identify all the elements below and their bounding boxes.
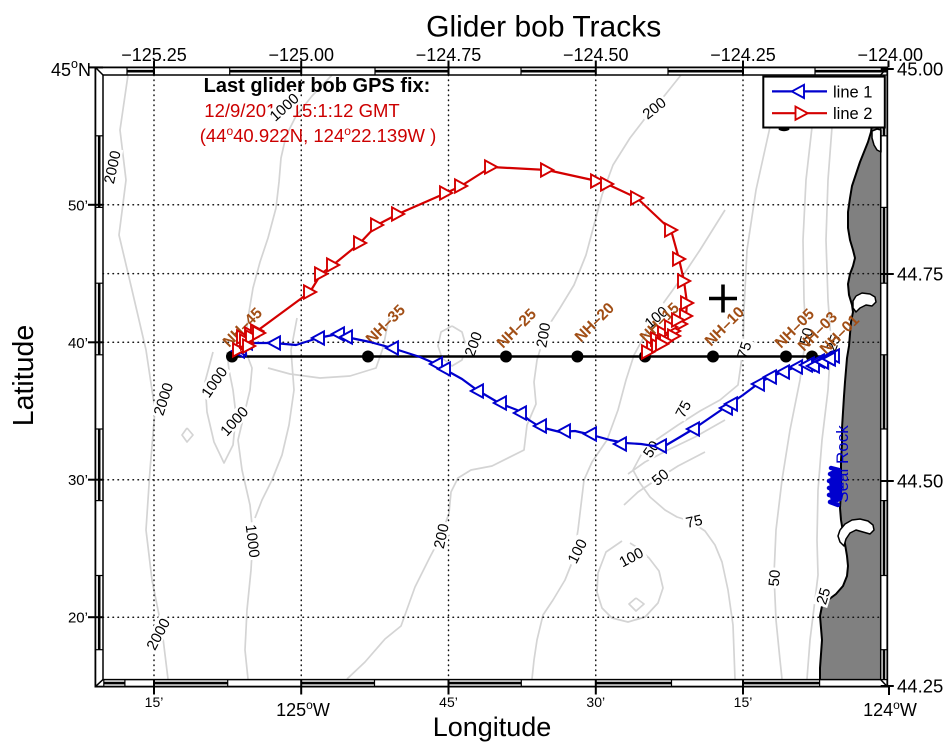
svg-text:Seal Rock: Seal Rock [833, 425, 852, 503]
svg-text:Last glider bob GPS fix:: Last glider bob GPS fix: [204, 75, 431, 97]
svg-text:1000: 1000 [242, 524, 263, 559]
svg-text:124oW: 124oW [863, 698, 917, 720]
svg-text:30’: 30’ [586, 694, 605, 710]
svg-text:45.00: 45.00 [897, 59, 943, 80]
svg-text:(44o40.922N, 124o22.139W ): (44o40.922N, 124o22.139W ) [200, 124, 437, 146]
svg-text:15’: 15’ [734, 694, 753, 710]
svg-text:50: 50 [796, 326, 817, 347]
svg-text:20’: 20’ [68, 610, 88, 627]
svg-text:75: 75 [684, 512, 704, 532]
svg-text:125oW: 125oW [276, 698, 330, 720]
svg-text:44.50: 44.50 [897, 471, 943, 492]
svg-text:200: 200 [431, 522, 453, 550]
svg-text:Longitude: Longitude [433, 712, 552, 742]
svg-text:line 2: line 2 [833, 105, 872, 123]
svg-text:44.75: 44.75 [897, 264, 943, 285]
svg-text:75: 75 [672, 398, 695, 421]
svg-text:−124.50: −124.50 [563, 45, 629, 65]
svg-text:200: 200 [533, 321, 554, 349]
svg-text:30’: 30’ [68, 472, 88, 489]
svg-text:44.25: 44.25 [897, 676, 943, 697]
svg-text:15’: 15’ [145, 694, 164, 710]
svg-text:−125.25: −125.25 [121, 45, 187, 65]
svg-text:line 1: line 1 [833, 83, 872, 101]
svg-text:12/9/2013 15:1:12 GMT: 12/9/2013 15:1:12 GMT [204, 100, 399, 121]
svg-text:40’: 40’ [68, 335, 88, 352]
svg-text:45’: 45’ [439, 694, 458, 710]
svg-text:−124.25: −124.25 [710, 45, 776, 65]
svg-text:Latitude: Latitude [8, 325, 40, 426]
svg-text:−124.00: −124.00 [857, 45, 923, 65]
svg-text:50’: 50’ [68, 197, 88, 214]
svg-text:Glider bob Tracks: Glider bob Tracks [426, 10, 661, 43]
svg-text:−125.00: −125.00 [268, 45, 334, 65]
svg-text:25: 25 [813, 586, 834, 607]
svg-text:50: 50 [766, 569, 784, 587]
svg-text:−124.75: −124.75 [416, 45, 482, 65]
svg-text:45oN: 45oN [51, 57, 91, 80]
svg-text:2000: 2000 [101, 149, 125, 185]
